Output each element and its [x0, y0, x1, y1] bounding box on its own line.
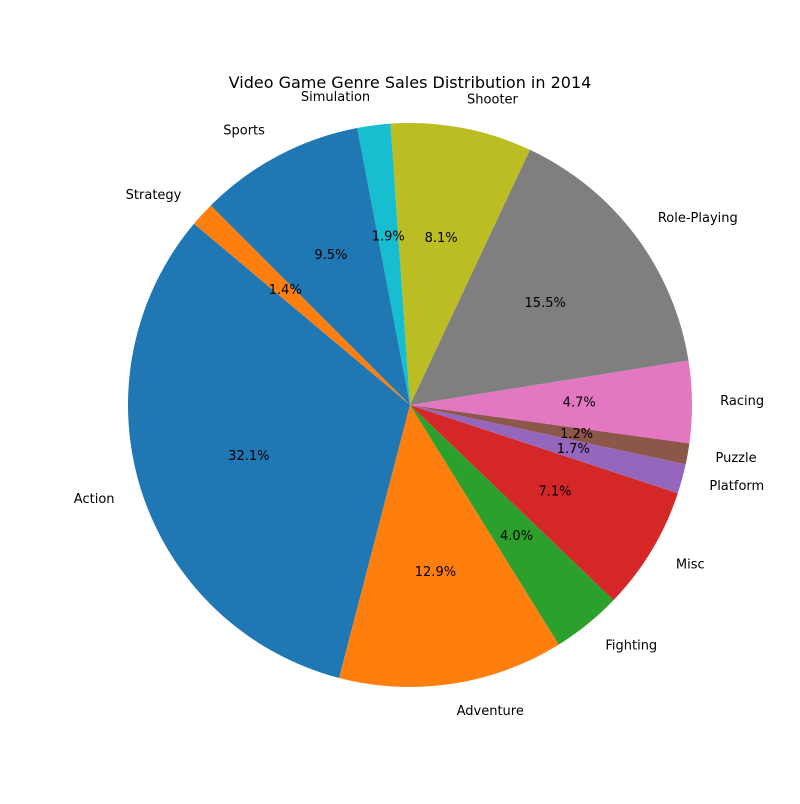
- pie-slice-platform: [410, 405, 686, 494]
- pct-label-puzzle: 1.2%: [560, 427, 593, 442]
- pct-label-adventure: 12.9%: [415, 565, 456, 580]
- pct-label-sports: 9.5%: [314, 248, 347, 263]
- slice-label-puzzle: Puzzle: [716, 451, 757, 466]
- slice-label-sports: Sports: [223, 123, 265, 138]
- pie-slice-strategy: [193, 205, 410, 405]
- pct-label-misc: 7.1%: [539, 485, 572, 500]
- slice-label-racing: Racing: [720, 394, 764, 409]
- pct-label-shooter: 8.1%: [425, 231, 458, 246]
- pct-label-action: 32.1%: [228, 449, 269, 464]
- chart-title: Video Game Genre Sales Distribution in 2…: [229, 73, 592, 92]
- slice-label-shooter: Shooter: [467, 93, 518, 108]
- pct-label-role-playing: 15.5%: [525, 296, 566, 311]
- pct-label-simulation: 1.9%: [372, 230, 405, 245]
- slice-label-fighting: Fighting: [605, 638, 657, 653]
- slice-labels: Action Adventure Fighting Misc Platform Puzzl…: [74, 90, 764, 719]
- slice-label-action: Action: [74, 492, 115, 507]
- pie-slice-racing: [410, 360, 692, 444]
- pct-label-strategy: 1.4%: [269, 283, 302, 298]
- slice-label-role-playing: Role-Playing: [658, 211, 738, 226]
- slice-label-simulation: Simulation: [301, 90, 370, 105]
- pct-label-fighting: 4.0%: [500, 529, 533, 544]
- pie-slice-role-playing: [410, 149, 689, 405]
- pie-slice-puzzle: [410, 405, 690, 465]
- slice-label-strategy: Strategy: [126, 188, 182, 203]
- pie-slice-misc: [410, 405, 678, 601]
- pie-slice-shooter: [390, 122, 530, 405]
- slice-label-platform: Platform: [709, 479, 764, 494]
- pie-slice-fighting: [410, 405, 614, 645]
- pie-slice-adventure: [339, 405, 559, 687]
- pie-slice-simulation: [357, 123, 410, 405]
- percentage-labels: 32.1% 12.9% 4.0% 7.1% 1.7%1.2% 4.7% 15.5% 8.1% 1…: [228, 230, 596, 580]
- pct-label-platform: 1.7%: [557, 442, 590, 457]
- pie-slice-sports: [210, 127, 410, 405]
- pie-slices: [128, 122, 692, 687]
- slice-label-misc: Misc: [676, 557, 705, 572]
- pie-slice-action: [128, 223, 411, 678]
- pct-label-racing: 4.7%: [563, 396, 596, 411]
- slice-label-adventure: Adventure: [457, 704, 524, 719]
